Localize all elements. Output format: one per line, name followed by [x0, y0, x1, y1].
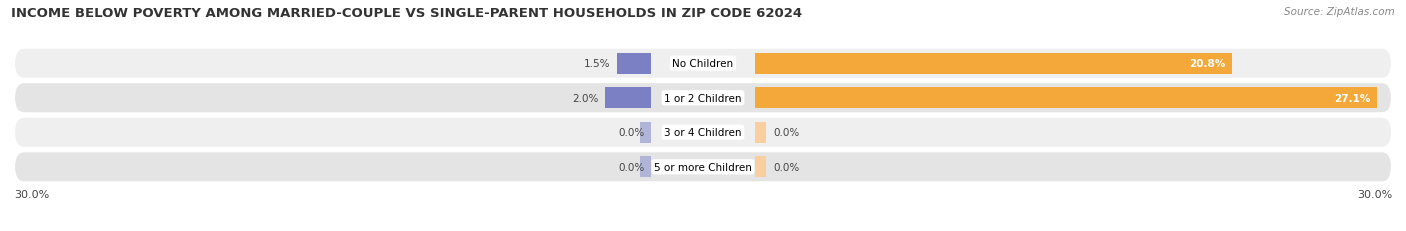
Text: 0.0%: 0.0% [619, 128, 644, 138]
Bar [640, 156, 651, 178]
Text: 30.0%: 30.0% [14, 189, 49, 199]
Bar [606, 88, 651, 109]
Text: 0.0%: 0.0% [773, 128, 799, 138]
FancyBboxPatch shape [14, 117, 1392, 148]
FancyBboxPatch shape [14, 152, 1392, 182]
Bar [755, 122, 766, 143]
Text: 2.0%: 2.0% [572, 93, 599, 103]
Text: INCOME BELOW POVERTY AMONG MARRIED-COUPLE VS SINGLE-PARENT HOUSEHOLDS IN ZIP COD: INCOME BELOW POVERTY AMONG MARRIED-COUPL… [11, 7, 803, 20]
Text: 5 or more Children: 5 or more Children [654, 162, 752, 172]
Bar [755, 156, 766, 178]
Bar [755, 53, 1232, 75]
Text: 30.0%: 30.0% [1357, 189, 1392, 199]
Text: 27.1%: 27.1% [1334, 93, 1369, 103]
Text: 3 or 4 Children: 3 or 4 Children [664, 128, 742, 138]
Text: 1.5%: 1.5% [583, 59, 610, 69]
Text: 0.0%: 0.0% [773, 162, 799, 172]
Text: 0.0%: 0.0% [619, 162, 644, 172]
Bar [755, 88, 1376, 109]
FancyBboxPatch shape [14, 83, 1392, 114]
Text: 20.8%: 20.8% [1189, 59, 1226, 69]
FancyBboxPatch shape [14, 49, 1392, 79]
Bar [640, 122, 651, 143]
Bar [617, 53, 651, 75]
Text: Source: ZipAtlas.com: Source: ZipAtlas.com [1284, 7, 1395, 17]
Text: No Children: No Children [672, 59, 734, 69]
Text: 1 or 2 Children: 1 or 2 Children [664, 93, 742, 103]
